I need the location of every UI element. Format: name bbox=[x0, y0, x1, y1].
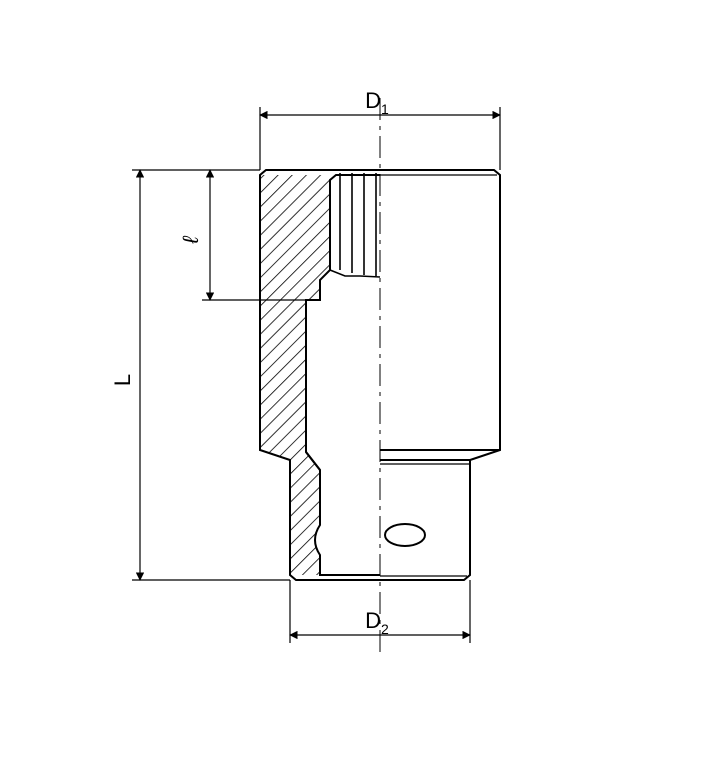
detent-hole bbox=[385, 524, 425, 546]
dim-D2-label: D2 bbox=[365, 608, 389, 637]
outer-outline-right bbox=[380, 170, 500, 580]
cross-section-left bbox=[260, 170, 380, 580]
dim-L-label: L bbox=[110, 374, 135, 386]
exterior-right bbox=[380, 170, 500, 580]
dim-phi-label: ℓ bbox=[178, 236, 203, 245]
spline-teeth-left bbox=[340, 173, 376, 276]
dim-D1-label: D1 bbox=[365, 88, 389, 117]
technical-drawing: L ℓ D1 D2 bbox=[0, 0, 720, 780]
